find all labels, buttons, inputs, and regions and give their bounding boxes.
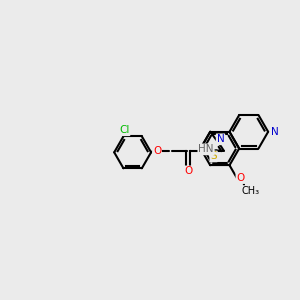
Text: Cl: Cl bbox=[119, 125, 130, 135]
Text: N: N bbox=[271, 127, 279, 137]
Text: O: O bbox=[153, 146, 161, 156]
Text: N: N bbox=[217, 134, 224, 144]
Text: S: S bbox=[210, 152, 217, 161]
Text: O: O bbox=[236, 173, 244, 183]
Text: CH₃: CH₃ bbox=[241, 186, 260, 196]
Text: O: O bbox=[184, 167, 192, 176]
Text: HN: HN bbox=[198, 144, 214, 154]
